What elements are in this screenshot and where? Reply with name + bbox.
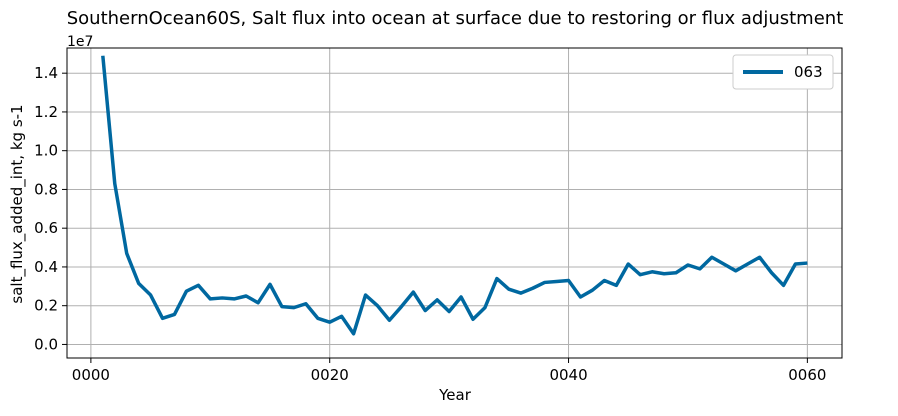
y-tick-label: 1.2 bbox=[34, 103, 58, 121]
legend: 063 bbox=[732, 54, 834, 90]
x-tick-label: 0020 bbox=[311, 366, 349, 384]
x-axis-label: Year bbox=[438, 386, 472, 404]
y-axis-label: salt_flux_added_int, kg s-1 bbox=[8, 104, 27, 303]
x-tick-label: 0060 bbox=[788, 366, 826, 384]
y-axis-ticks: 0.0 0.2 0.4 0.6 0.8 1.0 1.2 1.4 bbox=[34, 64, 67, 353]
y-tick-label: 0.2 bbox=[34, 297, 58, 315]
plot-frame bbox=[66, 47, 843, 359]
y-tick-label: 1.4 bbox=[34, 64, 58, 82]
y-tick-label: 0.8 bbox=[34, 180, 58, 198]
series-layer bbox=[101, 55, 808, 336]
chart-title: SouthernOcean60S, Salt flux into ocean a… bbox=[67, 8, 844, 29]
y-tick-label: 0.0 bbox=[34, 335, 58, 353]
y-axis-offset-label: 1e7 bbox=[67, 34, 93, 50]
legend-label: 063 bbox=[794, 63, 823, 81]
x-tick-label: 0040 bbox=[549, 366, 587, 384]
y-tick-label: 1.0 bbox=[34, 142, 58, 160]
series-line-063 bbox=[101, 55, 808, 336]
y-tick-label: 0.4 bbox=[34, 258, 58, 276]
grid bbox=[67, 48, 842, 358]
y-tick-label: 0.6 bbox=[34, 219, 58, 237]
x-axis-ticks: 0000 0020 0040 0060 bbox=[72, 358, 826, 384]
x-tick-label: 0000 bbox=[72, 366, 110, 384]
